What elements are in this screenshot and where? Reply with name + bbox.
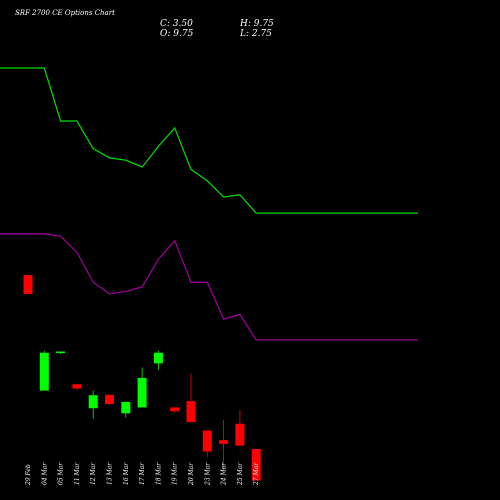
x-tick-label: 25 Mar bbox=[237, 462, 244, 486]
x-tick-label: 04 Mar bbox=[41, 462, 48, 485]
candle bbox=[202, 430, 212, 457]
candle bbox=[56, 351, 66, 355]
x-tick-label: 12 Mar bbox=[90, 462, 97, 485]
candle-body bbox=[153, 352, 163, 364]
candle bbox=[186, 373, 196, 423]
chart-title: SRF 2700 CE Options Chart bbox=[15, 9, 115, 17]
candles bbox=[23, 275, 261, 481]
candle bbox=[219, 420, 229, 471]
candle bbox=[39, 350, 49, 391]
candle bbox=[72, 383, 82, 390]
x-tick-label: 18 Mar bbox=[155, 462, 162, 485]
candle bbox=[88, 390, 98, 419]
x-axis-ticks: 29 Feb 04 Mar 05 Mar 11 Mar 12 Mar 13 Mar 16 M… bbox=[25, 462, 260, 486]
x-tick-label: 17 Mar bbox=[139, 462, 146, 485]
candle bbox=[105, 394, 114, 405]
close-label: C: 3.50 bbox=[160, 19, 193, 29]
candle bbox=[137, 367, 147, 408]
candle-body bbox=[39, 352, 49, 391]
candle-body bbox=[235, 423, 245, 446]
x-tick-label: 05 Mar bbox=[58, 462, 65, 485]
candle-body bbox=[121, 401, 131, 414]
series-line-2 bbox=[0, 233, 418, 341]
candle-body bbox=[72, 384, 82, 389]
candle bbox=[23, 275, 33, 294]
x-tick-label: 24 Mar bbox=[221, 462, 228, 486]
candle-body bbox=[137, 378, 147, 408]
candle bbox=[235, 409, 245, 446]
series-line-1 bbox=[0, 67, 418, 214]
candle-body bbox=[170, 407, 180, 412]
candle bbox=[170, 407, 180, 413]
x-tick-label: 11 Mar bbox=[74, 462, 81, 485]
candle-body bbox=[88, 395, 98, 409]
open-label: O: 9.75 bbox=[160, 29, 194, 39]
indicator-lines bbox=[0, 67, 418, 341]
x-tick-label: 29 Feb bbox=[25, 464, 32, 486]
candle bbox=[153, 350, 163, 370]
candle-body bbox=[251, 448, 261, 481]
low-label: L: 2.75 bbox=[239, 29, 272, 39]
candle-body bbox=[56, 351, 66, 354]
x-tick-label: 16 Mar bbox=[123, 462, 130, 485]
x-tick-label: 20 Mar bbox=[188, 462, 195, 486]
candle bbox=[251, 448, 261, 481]
candle-body bbox=[23, 275, 33, 294]
x-tick-label: 13 Mar bbox=[107, 462, 114, 485]
candle-body bbox=[202, 430, 212, 452]
candle-body bbox=[219, 440, 229, 444]
x-tick-label: 27 Mar bbox=[253, 462, 260, 486]
candle bbox=[121, 401, 131, 418]
candle-body bbox=[105, 394, 114, 405]
high-label: H: 9.75 bbox=[239, 19, 274, 29]
candle-body bbox=[186, 401, 196, 423]
x-tick-label: 23 Mar bbox=[204, 462, 211, 486]
x-tick-label: 19 Mar bbox=[172, 462, 179, 485]
